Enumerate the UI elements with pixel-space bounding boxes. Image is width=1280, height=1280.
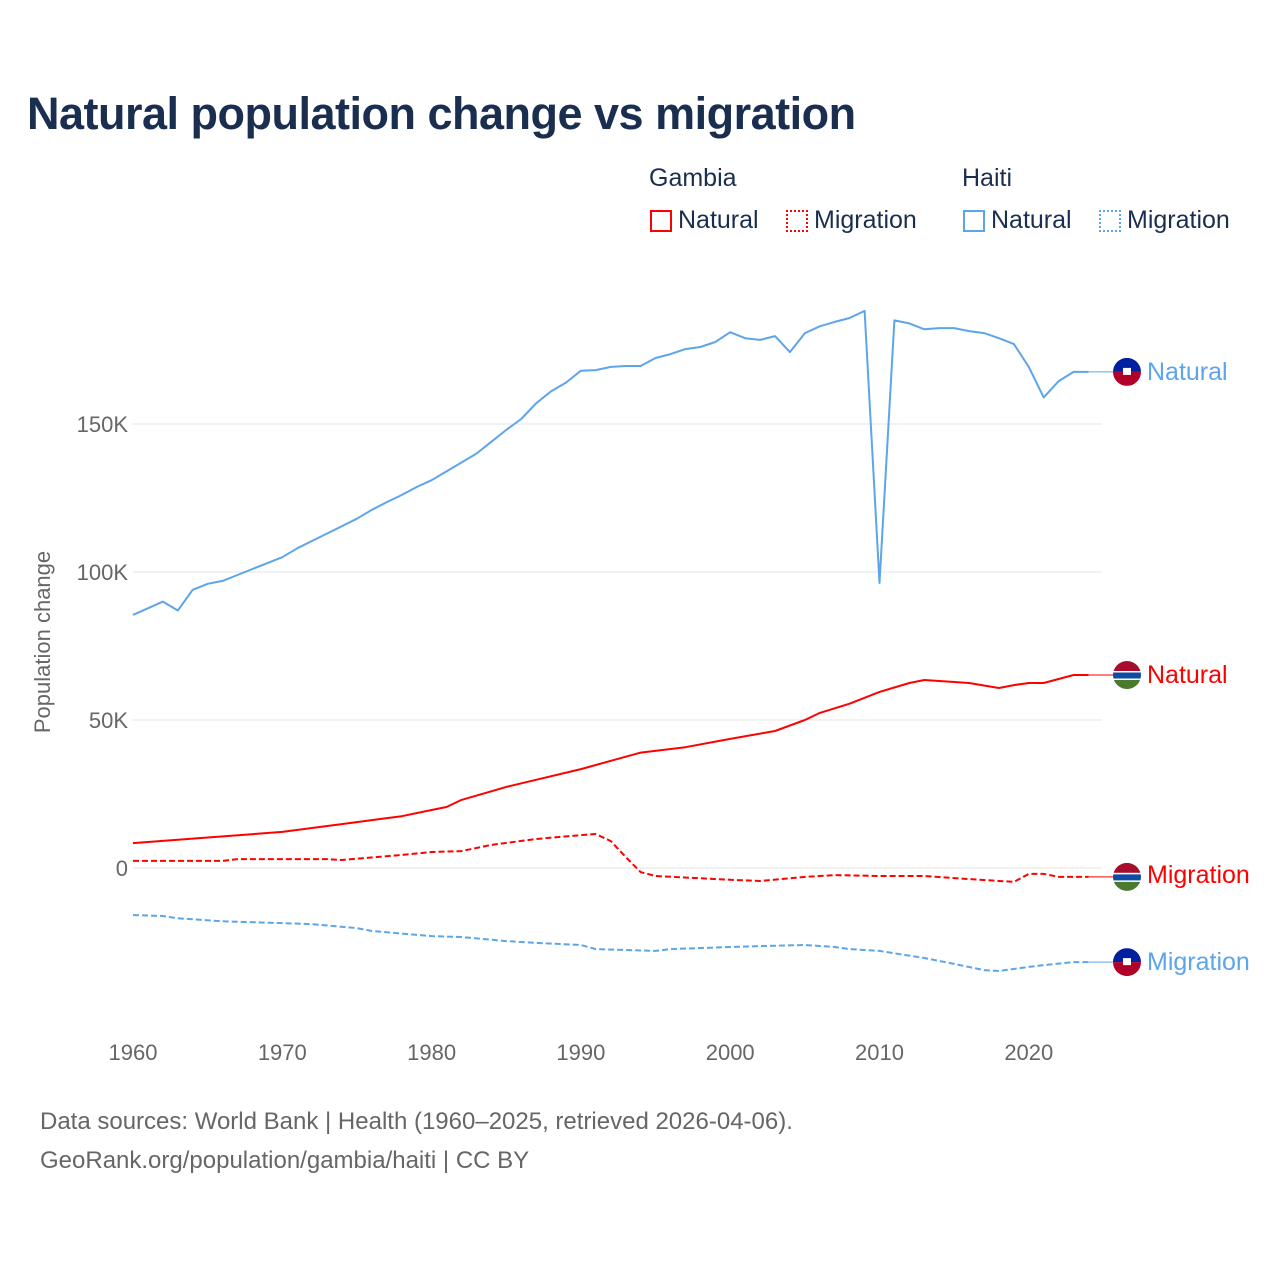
y-tick-label: 50K xyxy=(89,708,128,733)
legend-label: Natural xyxy=(678,206,759,234)
series-end-label: Migration xyxy=(1147,861,1250,889)
legend-haiti-migration[interactable]: Migration xyxy=(1099,206,1230,235)
flag-red xyxy=(1113,962,1141,977)
series-end-label: Migration xyxy=(1147,948,1250,976)
flag-red xyxy=(1113,371,1141,386)
legend-swatch-solid-blue xyxy=(963,209,985,232)
x-tick-label: 1980 xyxy=(407,1040,456,1065)
flag-body xyxy=(1113,862,1141,891)
y-tick-label: 150K xyxy=(77,412,129,437)
haiti-flag-icon xyxy=(1113,948,1141,977)
series-line-gambia-migration xyxy=(133,833,1089,883)
flag-body xyxy=(1113,948,1141,977)
flag-emblem xyxy=(1123,367,1131,375)
x-tick-label: 1970 xyxy=(258,1040,307,1065)
y-axis-label: Population change xyxy=(30,551,55,733)
flag-blue xyxy=(1113,672,1141,679)
legend-swatch-solid-red xyxy=(650,209,672,232)
legend-swatch-dotted-red xyxy=(786,209,808,232)
gambia-flag-icon xyxy=(1113,661,1141,690)
legend-gambia-natural[interactable]: Natural xyxy=(650,206,759,235)
y-tick-label: 0 xyxy=(116,856,128,881)
legend-label: Migration xyxy=(814,206,917,234)
series-line-haiti-natural xyxy=(132,309,1089,616)
legend-label: Migration xyxy=(1127,206,1230,234)
legend-label: Natural xyxy=(991,206,1072,234)
legend-gambia-migration[interactable]: Migration xyxy=(786,206,917,235)
flag-green xyxy=(1113,881,1141,891)
series-end-label: Natural xyxy=(1147,358,1228,386)
flag-red xyxy=(1113,661,1141,672)
haiti-flag-icon xyxy=(1113,357,1141,386)
y-tick-label: 100K xyxy=(77,560,129,585)
x-tick-label: 2010 xyxy=(855,1040,904,1065)
gambia-flag-icon xyxy=(1113,862,1141,891)
legend-haiti-natural[interactable]: Natural xyxy=(963,206,1072,235)
x-tick-label: 2000 xyxy=(706,1040,755,1065)
series-end-label: Natural xyxy=(1147,661,1228,689)
footer-attribution: GeoRank.org/population/gambia/haiti | CC… xyxy=(40,1147,530,1174)
footer-sources: Data sources: World Bank | Health (1960–… xyxy=(40,1108,793,1135)
flag-body xyxy=(1113,661,1141,690)
legend-group-haiti: Haiti xyxy=(962,164,1013,192)
flag-red xyxy=(1113,862,1141,873)
flag-blue xyxy=(1113,948,1141,963)
flag-blue xyxy=(1113,357,1141,372)
flag-body xyxy=(1113,357,1141,386)
series-line-haiti-migration xyxy=(132,914,1089,972)
flag-emblem xyxy=(1123,958,1131,966)
series-line-gambia-natural xyxy=(132,674,1089,845)
x-tick-label: 1960 xyxy=(109,1040,158,1065)
flag-green xyxy=(1113,680,1141,690)
flag-blue xyxy=(1113,874,1141,881)
x-tick-label: 2020 xyxy=(1004,1040,1053,1065)
x-tick-label: 1990 xyxy=(556,1040,605,1065)
legend-swatch-dotted-blue xyxy=(1099,209,1121,232)
chart-title: Natural population change vs migration xyxy=(27,88,856,139)
legend-group-gambia: Gambia xyxy=(649,164,737,192)
